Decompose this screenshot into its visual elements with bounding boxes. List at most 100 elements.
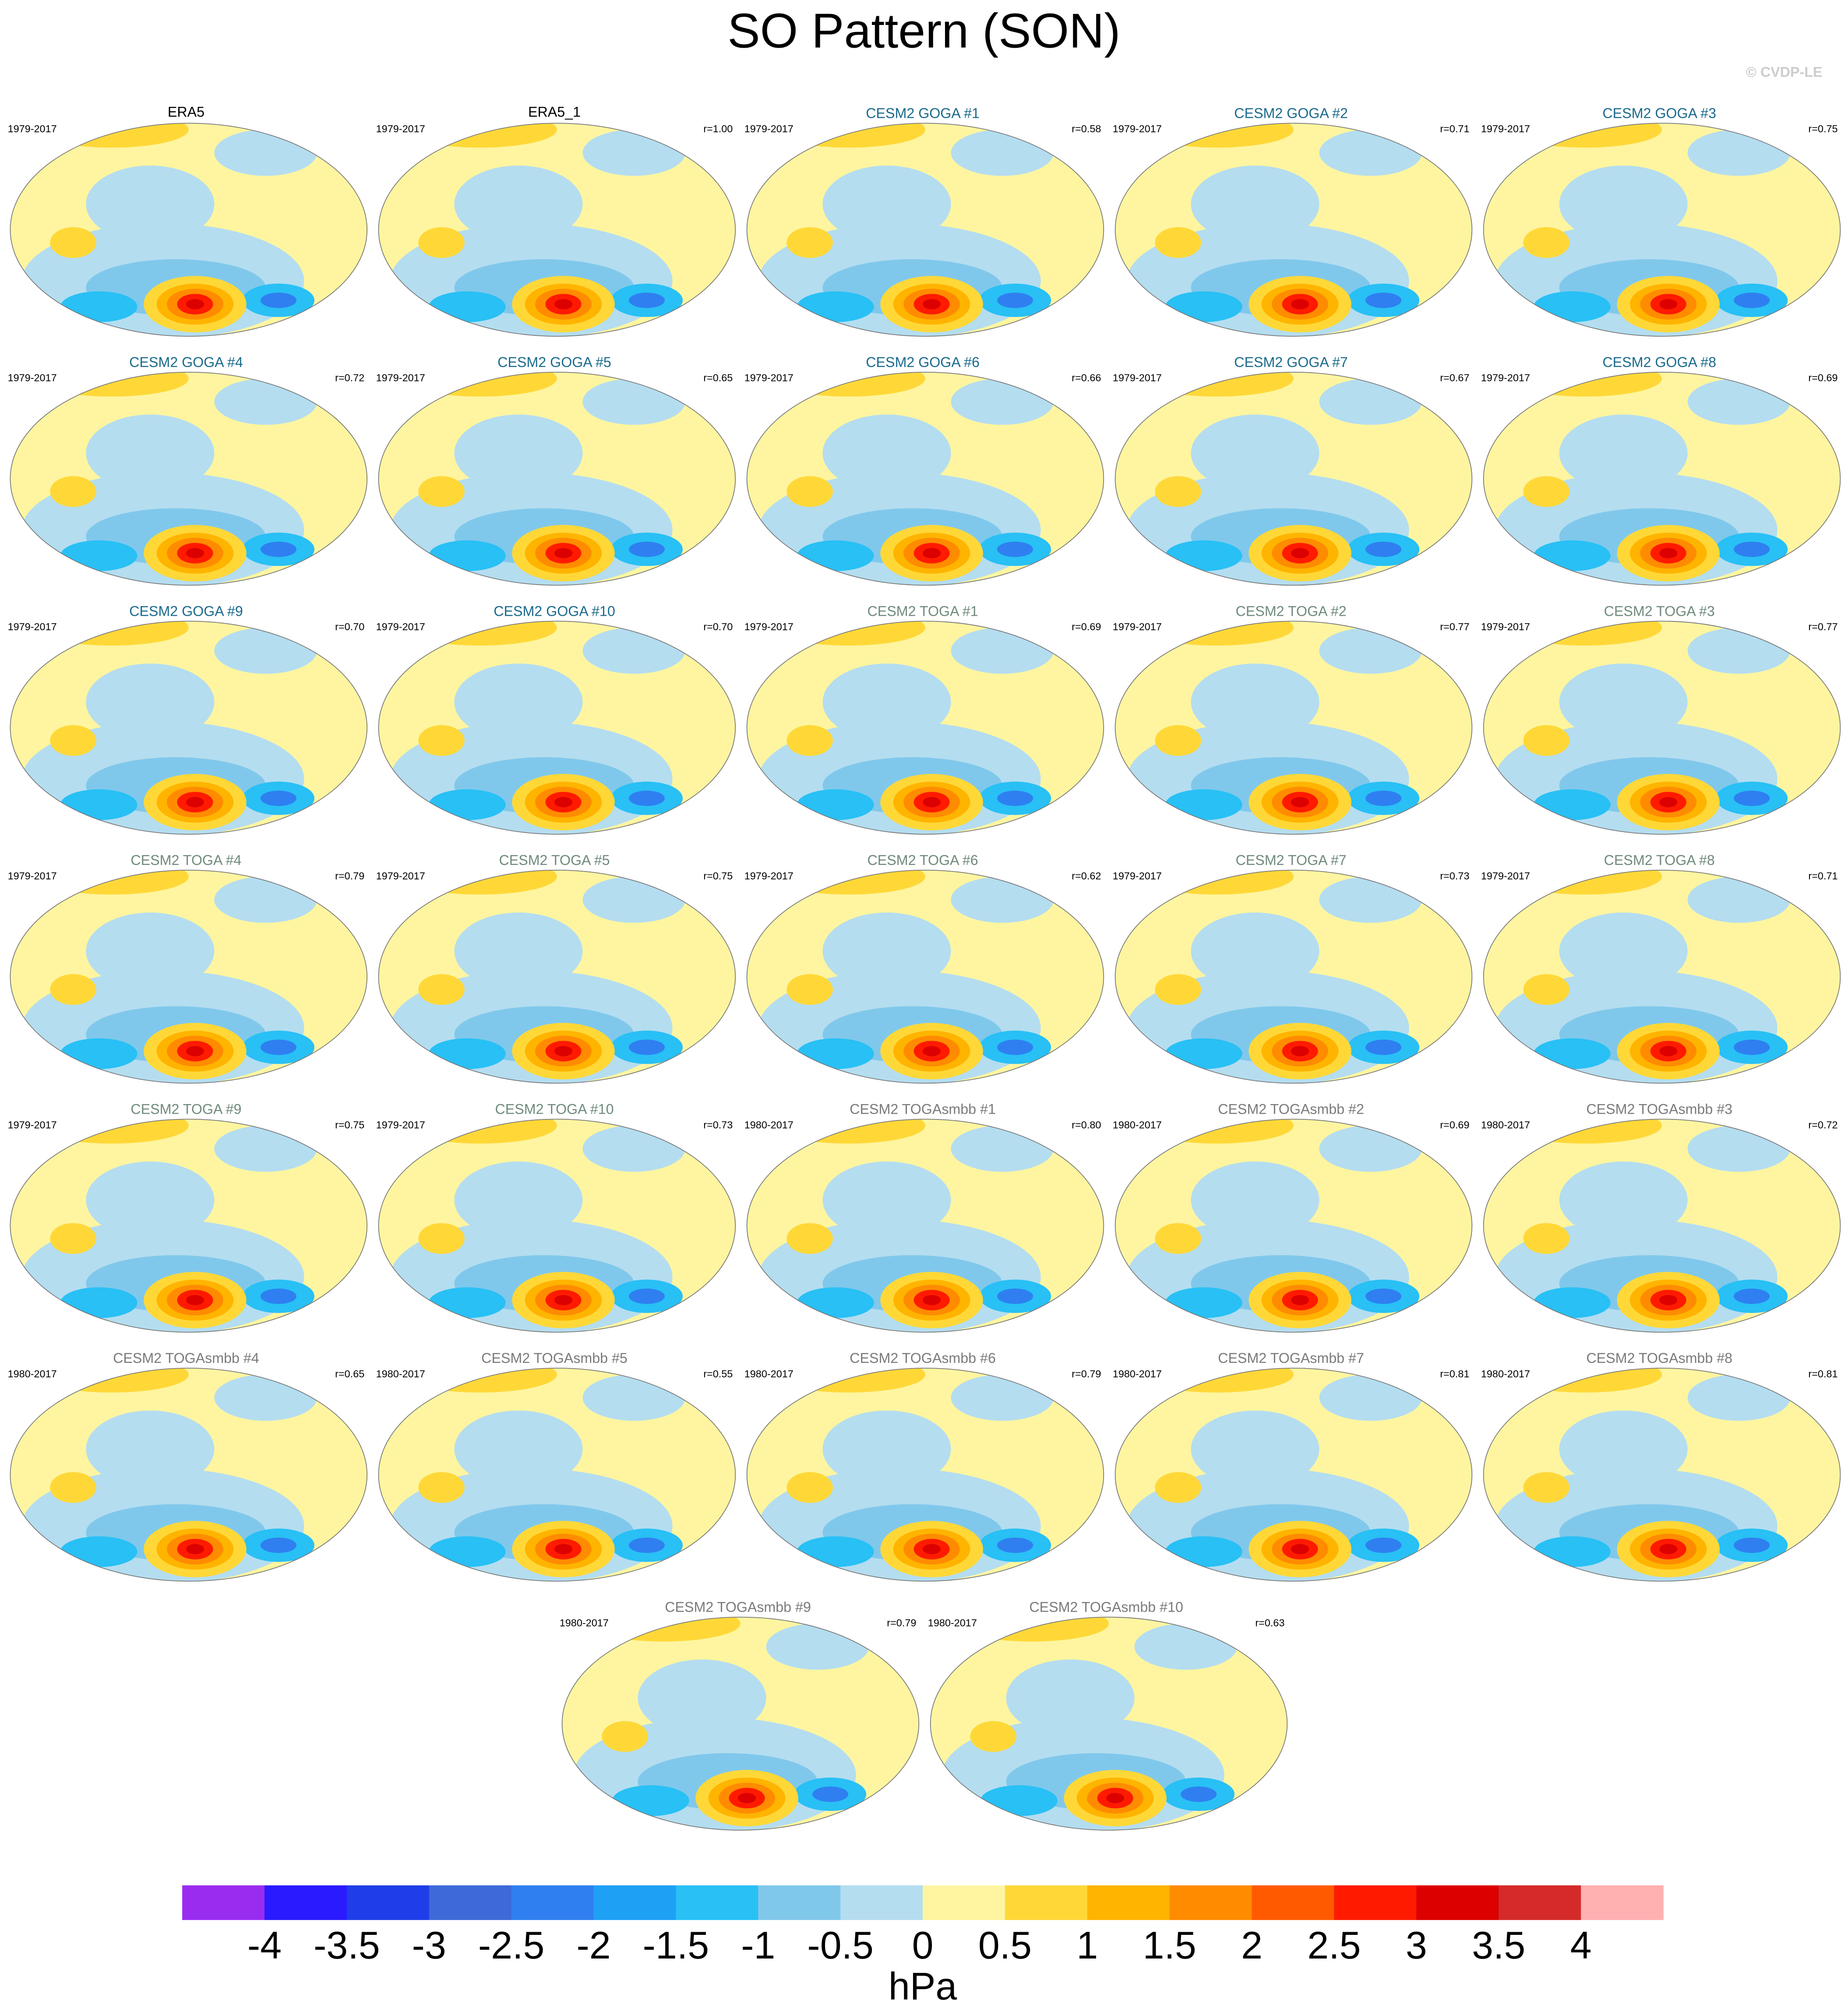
- map-region: [260, 1537, 296, 1553]
- map-region: [418, 1472, 465, 1503]
- panel-title: CESM2 GOGA #1: [866, 105, 980, 121]
- panel-title: CESM2 TOGA #4: [130, 852, 241, 868]
- panel-period: 1979-2017: [8, 870, 57, 882]
- panel-period: 1979-2017: [376, 870, 425, 882]
- map-region: [418, 725, 465, 756]
- panel-title: CESM2 TOGAsmbb #2: [1218, 1101, 1364, 1117]
- map: [747, 1119, 1104, 1332]
- map-region: [1319, 1374, 1422, 1421]
- map-region: [214, 1126, 317, 1172]
- map-region: [923, 797, 941, 808]
- map-region: [1191, 1161, 1319, 1239]
- map-outline: [10, 870, 368, 1084]
- panel-r: r=0.75: [1808, 123, 1837, 134]
- colorbar-box: [182, 1885, 265, 1920]
- colorbar-box: [676, 1885, 759, 1920]
- map-region: [454, 1161, 583, 1239]
- map-region: [1734, 1288, 1770, 1304]
- map-region: [612, 1785, 689, 1816]
- map-region: [822, 663, 951, 741]
- map-region: [1365, 1288, 1402, 1304]
- map: [562, 1617, 919, 1830]
- colorbar-box: [511, 1885, 594, 1920]
- map-region: [786, 476, 833, 507]
- map-region: [186, 1544, 204, 1554]
- map-region: [214, 1374, 317, 1421]
- map-region: [1559, 1161, 1688, 1239]
- map: [378, 1368, 736, 1581]
- map: [1483, 870, 1841, 1083]
- panel-title: CESM2 GOGA #8: [1602, 354, 1716, 370]
- panel-r: r=0.67: [1440, 372, 1469, 384]
- colorbar-box: [346, 1885, 430, 1920]
- map-region: [1106, 1793, 1125, 1803]
- map-region: [1365, 1039, 1402, 1055]
- map-region: [1734, 293, 1770, 308]
- map-region: [1559, 912, 1688, 990]
- map-region: [1181, 1786, 1217, 1802]
- panel-r: r=0.69: [1440, 1119, 1469, 1130]
- map-region: [1165, 291, 1242, 322]
- map-outline: [378, 123, 736, 337]
- map-outline: [1483, 1119, 1841, 1333]
- map-region: [1523, 1223, 1570, 1254]
- map-region: [797, 1536, 874, 1567]
- panel-r: r=0.71: [1808, 870, 1837, 882]
- map-region: [812, 1786, 849, 1802]
- map: [378, 123, 736, 336]
- map-region: [1291, 548, 1309, 558]
- panel-title: CESM2 TOGA #8: [1604, 852, 1715, 868]
- map-region: [214, 130, 317, 176]
- map-region: [50, 227, 96, 258]
- map-region: [1155, 725, 1201, 756]
- panel-r: r=0.73: [1440, 870, 1469, 882]
- panel-r: r=0.58: [1072, 123, 1101, 134]
- panel-title: CESM2 TOGA #9: [130, 1101, 241, 1117]
- map: [930, 1617, 1287, 1830]
- map-region: [554, 299, 573, 310]
- colorbar-tick-label: 3.5: [1472, 1923, 1525, 1967]
- map: [10, 1119, 367, 1332]
- map-region: [1687, 1374, 1791, 1421]
- map-region: [1534, 1038, 1611, 1069]
- map-region: [1165, 1038, 1242, 1069]
- panel-period: 1979-2017: [376, 372, 425, 384]
- map-outline: [746, 371, 1104, 586]
- map-region: [186, 1046, 204, 1056]
- map-outline: [1114, 870, 1473, 1084]
- map-outline: [746, 1119, 1104, 1333]
- map: [10, 1368, 367, 1581]
- map-region: [997, 1039, 1033, 1055]
- map-region: [554, 1544, 573, 1554]
- map-region: [454, 912, 583, 990]
- map-region: [951, 876, 1054, 923]
- map-outline: [1483, 870, 1841, 1084]
- map-region: [50, 476, 96, 507]
- panel-r: r=0.72: [335, 372, 364, 384]
- panel-title: CESM2 TOGAsmbb #3: [1586, 1101, 1732, 1117]
- map: [747, 621, 1104, 834]
- map-region: [418, 227, 465, 258]
- map-region: [60, 291, 138, 322]
- map-region: [951, 1374, 1054, 1421]
- colorbar-box: [1087, 1885, 1170, 1920]
- map-region: [628, 790, 665, 806]
- map-region: [1006, 1659, 1135, 1737]
- map-region: [786, 974, 833, 1005]
- map-region: [822, 166, 951, 243]
- map-region: [822, 1161, 951, 1239]
- map: [1483, 372, 1841, 586]
- map-region: [738, 1793, 756, 1803]
- colorbar-box: [840, 1885, 923, 1920]
- panel-title: CESM2 TOGAsmbb #7: [1218, 1350, 1364, 1366]
- map-region: [1523, 476, 1570, 507]
- panel-title: CESM2 TOGA #10: [495, 1101, 614, 1117]
- panel-period: 1979-2017: [1113, 621, 1162, 632]
- panel-title: CESM2 GOGA #7: [1234, 354, 1348, 370]
- colorbar-tick-label: 2: [1241, 1923, 1263, 1967]
- panel-r: r=0.80: [1072, 1119, 1101, 1130]
- map-region: [1659, 299, 1678, 310]
- map-region: [60, 1536, 138, 1567]
- colorbar-tick-label: 2.5: [1307, 1923, 1361, 1967]
- panel-r: r=0.79: [887, 1617, 916, 1628]
